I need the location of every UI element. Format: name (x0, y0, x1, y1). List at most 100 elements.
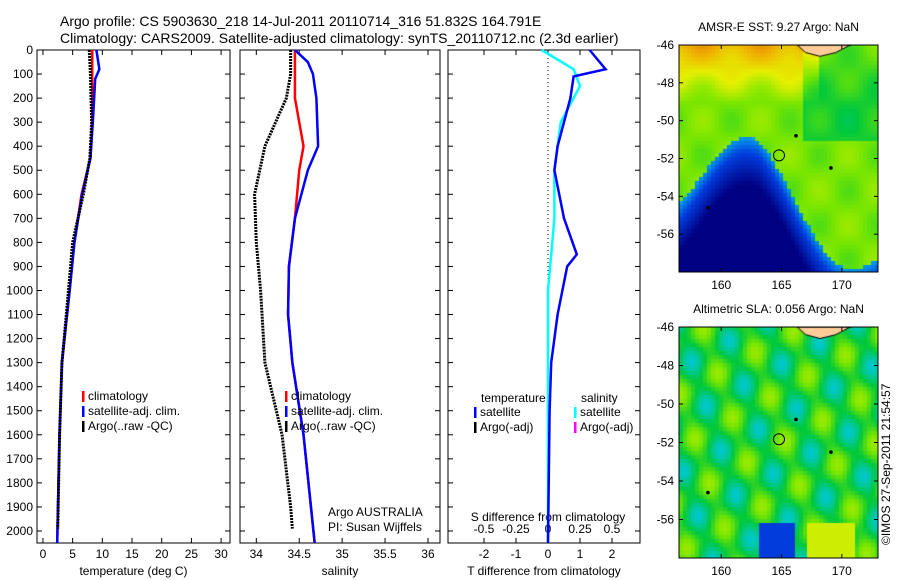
legend-swatch (82, 406, 85, 417)
y-tick-label: 400 (13, 139, 33, 153)
x-tick-label: 170 (832, 278, 852, 292)
x-tick-label: 165 (771, 278, 791, 292)
legend-label: climatology (291, 389, 351, 403)
legend-label: satellite (480, 405, 521, 419)
y-tick-label: 1000 (6, 283, 33, 297)
sst-map-panel: AMSR-E SST: 9.27 Argo: NaN 160 165 170 -46 -4… (657, 20, 879, 292)
s-tick-label: -0.25 (502, 522, 530, 536)
x-tick-label: 36 (421, 547, 435, 561)
s-tick-label: 0.25 (568, 522, 592, 536)
y-tick-label: -54 (657, 189, 675, 203)
legend-swatch (474, 407, 477, 418)
x-tick-label: 34 (250, 547, 264, 561)
y-tick-label: -52 (657, 436, 675, 450)
legend-header-temperature: temperature (481, 391, 546, 405)
y-tick-label: -52 (657, 152, 675, 166)
legend-label: Argo(..raw -QC) (291, 419, 376, 433)
x-tick-label: -1 (511, 547, 522, 561)
x-tick-label: 20 (155, 547, 169, 561)
series-line-climatology (286, 50, 316, 544)
x-tick-label: 2 (609, 547, 616, 561)
legend-swatch (474, 422, 477, 433)
island-marker (829, 166, 833, 170)
series-line-argo-raw-qc- (56, 49, 94, 529)
annotation-line2: PI: Susan Wijffels (328, 520, 422, 534)
x-tick-label: 30 (214, 547, 228, 561)
y-tick-label: 1500 (6, 404, 33, 418)
x-tick-label: 0 (40, 547, 47, 561)
plot-frame (36, 49, 231, 544)
series-line-satellite-adj-clim- (286, 49, 320, 544)
y-tick-label: -56 (657, 227, 675, 241)
x-tick-label: 165 (771, 564, 791, 578)
y-tick-label: 700 (13, 211, 33, 225)
x-tick-label: 160 (711, 564, 731, 578)
argo-position-marker (772, 433, 785, 446)
x-tick-label: 25 (185, 547, 199, 561)
map-title: Altimetric SLA: 0.056 Argo: NaN (693, 302, 864, 316)
y-tick-label: 1300 (6, 356, 33, 370)
island-marker (829, 450, 833, 454)
legend-label: Argo(-adj) (580, 420, 633, 434)
y-tick-label: 1600 (6, 428, 33, 442)
y-tick-label: 500 (13, 163, 33, 177)
legend-swatch (285, 406, 288, 417)
y-tick-label: -48 (657, 359, 675, 373)
y-tick-label: -56 (657, 513, 675, 527)
island-marker (794, 134, 798, 138)
x-tick-label: 35.5 (373, 547, 397, 561)
y-tick-label: 1700 (6, 452, 33, 466)
series-line-temperature-satellite (546, 49, 608, 544)
x-tick-label: 10 (96, 547, 110, 561)
legend-label: climatology (88, 389, 148, 403)
x-tick-label: 35 (335, 547, 349, 561)
island-marker (706, 205, 710, 210)
y-tick-label: 200 (13, 91, 33, 105)
profile-panel-1: 0 5 10 15 20 25 30 temperature (deg C) 0 100 200 30… (6, 43, 231, 578)
y-tick-label: -54 (657, 474, 675, 488)
sla-map-image (679, 327, 878, 558)
y-tick-label: 100 (13, 67, 33, 81)
x-tick-label: 15 (125, 547, 139, 561)
y-tick-label: 800 (13, 235, 33, 249)
legend-swatch (82, 421, 85, 432)
legend-swatch (285, 421, 288, 432)
legend-header-salinity: salinity (581, 391, 618, 405)
plot-frame (239, 49, 441, 544)
argo-position-marker (772, 149, 785, 162)
legend-label: satellite-adj. clim. (88, 404, 180, 418)
copyright-label: ©IMOS 27-Sep-2011 21:54:57 (879, 383, 893, 545)
legend-swatch (82, 391, 85, 402)
y-tick-label: -46 (657, 38, 675, 52)
legend-label: Argo(-adj) (480, 420, 533, 434)
x-tick-label: 0 (545, 547, 552, 561)
map-title: AMSR-E SST: 9.27 Argo: NaN (698, 20, 859, 34)
x-tick-label: -2 (479, 547, 490, 561)
y-tick-label: 600 (13, 187, 33, 201)
y-tick-label: -48 (657, 76, 675, 90)
y-tick-label: -46 (657, 320, 675, 334)
legend-label: Argo(..raw -QC) (88, 419, 173, 433)
annotation-line1: Argo AUSTRALIA (328, 505, 423, 519)
y-tick-label: 1800 (6, 476, 33, 490)
y-tick-label: 1900 (6, 500, 33, 514)
x-tick-label: 1 (577, 547, 584, 561)
x-tick-label: 170 (832, 564, 852, 578)
s-tick-label: 0.5 (604, 522, 621, 536)
plot-frame (447, 49, 641, 544)
figure-title-line1: Argo profile: CS 5903630_218 14-Jul-2011… (60, 13, 542, 29)
x-tick-label: 160 (711, 278, 731, 292)
y-tick-label: 300 (13, 115, 33, 129)
y-tick-label: 900 (13, 259, 33, 273)
series-line-climatology (55, 50, 94, 544)
legend-label: satellite-adj. clim. (291, 404, 383, 418)
map-frame (678, 326, 879, 559)
legend-swatch (574, 407, 577, 418)
sst-map-image (679, 45, 878, 272)
legend-swatch (285, 391, 288, 402)
y-tick-label: 1400 (6, 380, 33, 394)
y-tick-label: 1200 (6, 332, 33, 346)
y-tick-label: 0 (26, 43, 33, 57)
